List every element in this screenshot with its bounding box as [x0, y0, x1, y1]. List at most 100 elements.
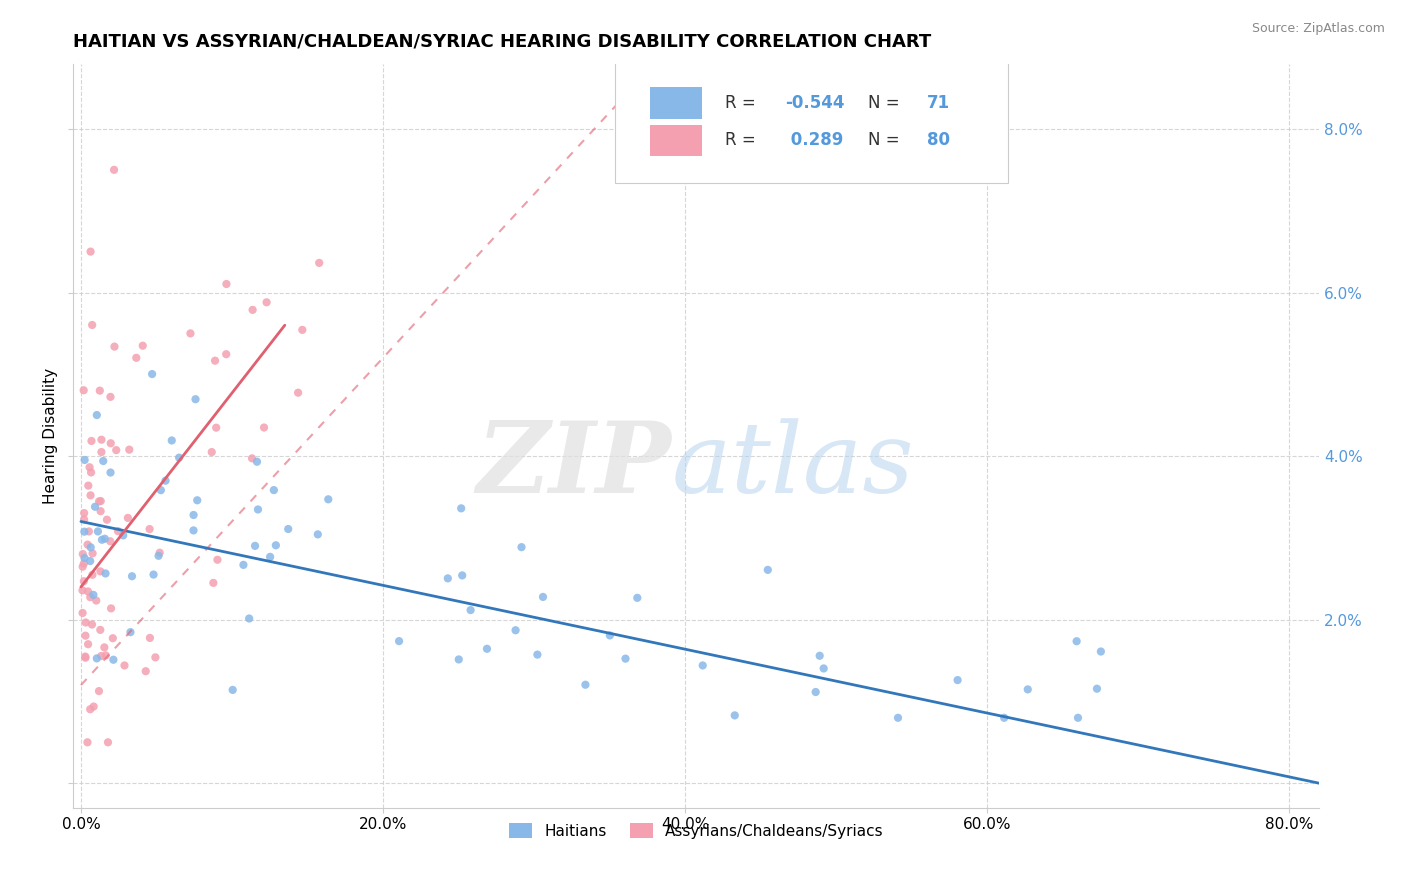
Point — [626, 591, 648, 605]
Point — [75, 629, 97, 643]
Point — [72, 606, 94, 620]
Point — [86, 651, 108, 665]
Point — [90, 648, 112, 663]
Point — [87, 494, 110, 508]
FancyBboxPatch shape — [616, 60, 1008, 183]
Point — [84, 593, 107, 607]
Point — [89, 623, 111, 637]
Text: N =: N = — [868, 131, 905, 149]
Point — [450, 501, 472, 516]
Point — [94, 566, 117, 581]
Point — [90, 504, 112, 518]
Point — [243, 539, 266, 553]
Point — [692, 658, 714, 673]
Text: -0.544: -0.544 — [785, 94, 844, 112]
Point — [887, 711, 910, 725]
Point — [76, 538, 98, 552]
Point — [1017, 682, 1039, 697]
Point — [808, 648, 831, 663]
Point — [756, 563, 779, 577]
Point — [117, 511, 139, 525]
Point — [201, 445, 224, 459]
Text: ZIP: ZIP — [477, 417, 671, 514]
Text: Source: ZipAtlas.com: Source: ZipAtlas.com — [1251, 22, 1385, 36]
Point — [103, 653, 125, 667]
Point — [145, 650, 167, 665]
Point — [80, 541, 103, 555]
Point — [100, 390, 122, 404]
Point — [207, 553, 229, 567]
Point — [100, 436, 122, 450]
Point — [73, 524, 96, 539]
Point — [77, 584, 100, 599]
Point — [73, 512, 96, 526]
Point — [242, 302, 264, 317]
Text: 80: 80 — [927, 131, 949, 149]
Point — [149, 483, 172, 498]
Point — [86, 408, 108, 422]
Text: atlas: atlas — [671, 417, 914, 513]
Point — [90, 494, 112, 508]
Text: HAITIAN VS ASSYRIAN/CHALDEAN/SYRIAC HEARING DISABILITY CORRELATION CHART: HAITIAN VS ASSYRIAN/CHALDEAN/SYRIAC HEAR… — [73, 33, 932, 51]
Point — [388, 634, 411, 648]
Point — [73, 506, 96, 520]
Point — [120, 625, 142, 640]
Point — [142, 567, 165, 582]
Point — [73, 574, 96, 589]
Point — [75, 650, 97, 665]
Point — [94, 648, 117, 663]
Point — [167, 450, 190, 465]
Point — [72, 559, 94, 574]
Point — [112, 528, 135, 542]
Point — [253, 420, 276, 434]
Point — [1066, 634, 1088, 648]
Point — [72, 583, 94, 598]
Point — [98, 534, 121, 549]
Point — [83, 699, 105, 714]
Point — [135, 664, 157, 678]
Point — [90, 433, 112, 447]
Point — [215, 347, 238, 361]
Point — [1067, 711, 1090, 725]
Point — [80, 617, 103, 632]
Point — [202, 575, 225, 590]
Point — [101, 631, 124, 645]
Point — [90, 445, 112, 459]
Point — [73, 453, 96, 467]
Y-axis label: Hearing Disability: Hearing Disability — [44, 368, 58, 504]
Point — [76, 735, 98, 749]
FancyBboxPatch shape — [650, 125, 703, 156]
Point — [307, 527, 329, 541]
Point — [82, 546, 104, 560]
Point — [263, 483, 285, 497]
Point — [246, 455, 269, 469]
Point — [240, 451, 263, 466]
Text: R =: R = — [725, 94, 761, 112]
Point — [80, 434, 103, 448]
Point — [510, 540, 533, 554]
Point — [179, 326, 201, 341]
Point — [125, 351, 148, 365]
Point — [183, 508, 205, 522]
Point — [993, 711, 1015, 725]
Point — [139, 631, 162, 645]
Point — [114, 658, 136, 673]
Point — [97, 735, 120, 749]
Point — [614, 651, 637, 665]
Text: 0.289: 0.289 — [785, 131, 844, 149]
Point — [132, 339, 155, 353]
Point — [75, 615, 97, 630]
Point — [574, 678, 596, 692]
Point — [93, 640, 115, 655]
Point — [82, 588, 104, 602]
Point — [1085, 681, 1108, 696]
Point — [91, 454, 114, 468]
Point — [96, 513, 118, 527]
Point — [94, 532, 117, 546]
Point — [77, 637, 100, 651]
Point — [103, 162, 125, 177]
Point — [89, 384, 111, 398]
Point — [121, 569, 143, 583]
Point — [215, 277, 238, 291]
Point — [205, 420, 228, 434]
